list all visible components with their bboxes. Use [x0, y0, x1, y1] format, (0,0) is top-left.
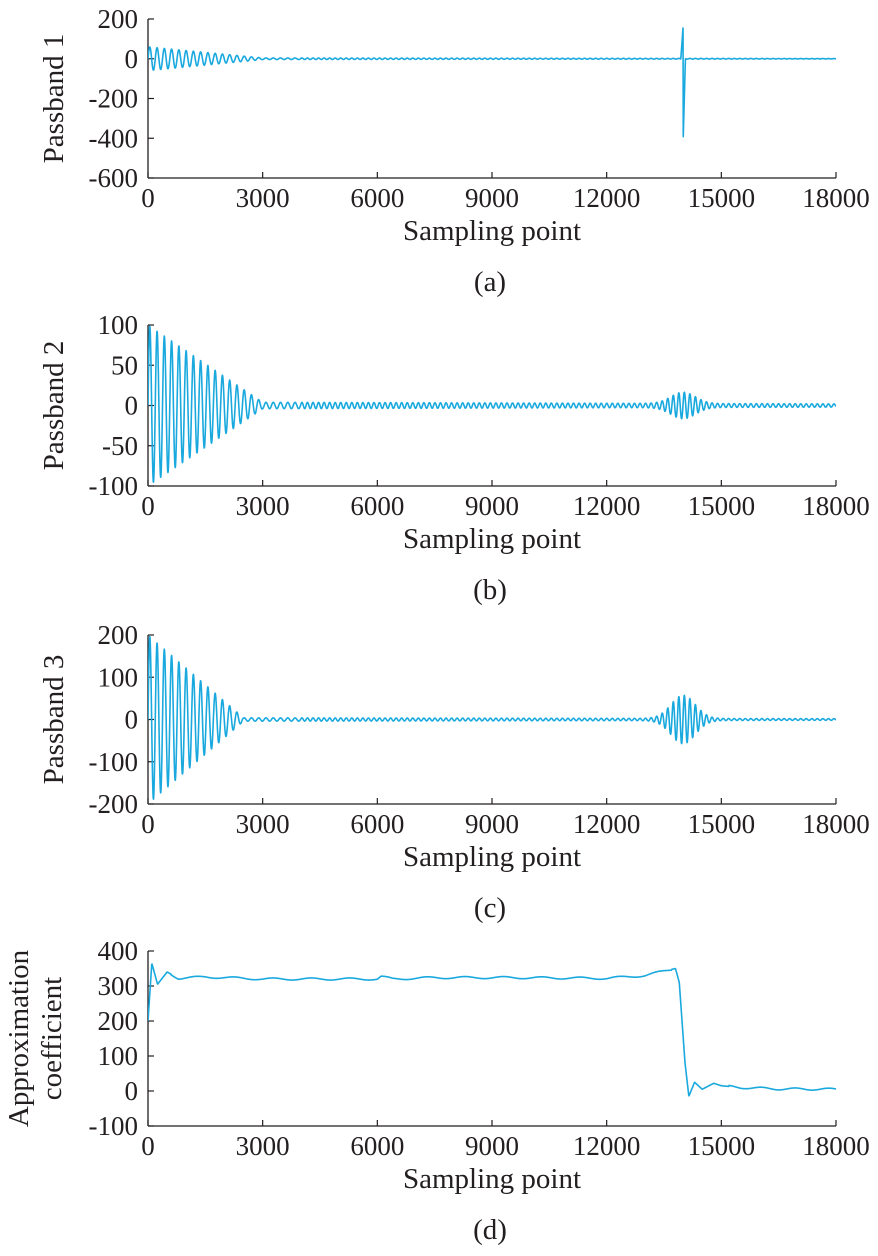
x-tick-label: 15000: [688, 183, 756, 213]
x-axis-label: Sampling point: [403, 523, 581, 555]
panel-a: 0 3000 6000 9000 12000 15000 18000 200 0 -200 -400…: [38, 4, 870, 298]
y-tick-label: 0: [125, 391, 139, 421]
y-tick-label: 0: [125, 44, 139, 74]
y-tick-label: -100: [89, 1111, 139, 1141]
y-tick-label: 100: [98, 662, 139, 692]
series-line: [148, 635, 836, 800]
y-tick-label: 0: [125, 705, 139, 735]
y-axis-label: Approximation: [3, 949, 35, 1127]
y-tick-label: -600: [89, 163, 139, 193]
x-tick-label: 9000: [465, 809, 519, 839]
x-tick-label: 15000: [688, 491, 756, 521]
x-tick-label: 9000: [465, 183, 519, 213]
x-tick-label: 0: [141, 183, 155, 213]
x-tick-label: 6000: [350, 809, 404, 839]
y-axis-label: Passband 2: [38, 341, 70, 471]
x-tick-label: 18000: [802, 1131, 870, 1161]
panel-c: 0 3000 6000 9000 12000 15000 18000 200 100 0 -100 -…: [38, 620, 870, 924]
y-axis-label: coefficient: [36, 977, 68, 1100]
panel-caption: (d): [473, 1214, 507, 1246]
x-tick-label: 12000: [573, 1131, 641, 1161]
y-tick-label: -200: [89, 789, 139, 819]
y-tick-label: -400: [89, 123, 139, 153]
y-tick-label: 300: [98, 971, 139, 1001]
x-tick-label: 18000: [802, 183, 870, 213]
x-tick-label: 3000: [236, 809, 290, 839]
series-line: [148, 325, 836, 483]
y-tick-label: 200: [98, 620, 139, 650]
x-tick-label: 18000: [802, 809, 870, 839]
y-tick-label: 0: [125, 1076, 139, 1106]
y-axis-label: Passband 1: [38, 34, 70, 164]
panel-caption: (b): [473, 574, 507, 606]
y-tick-label: 400: [98, 936, 139, 966]
y-tick-label: 50: [111, 350, 138, 380]
x-tick-label: 6000: [350, 1131, 404, 1161]
x-axis-label: Sampling point: [403, 841, 581, 873]
y-tick-label: -200: [89, 84, 139, 114]
x-axis-label: Sampling point: [403, 1163, 581, 1195]
y-tick-label: -50: [102, 431, 138, 461]
x-tick-label: 0: [141, 809, 155, 839]
x-tick-label: 3000: [236, 183, 290, 213]
x-tick-label: 15000: [688, 1131, 756, 1161]
x-tick-label: 18000: [802, 491, 870, 521]
x-tick-label: 3000: [236, 491, 290, 521]
y-axis-label: Passband 3: [38, 655, 70, 785]
x-tick-label: 0: [141, 1131, 155, 1161]
y-tick-label: 100: [98, 1041, 139, 1071]
y-tick-label: 200: [98, 4, 139, 34]
panel-caption: (a): [474, 266, 506, 298]
x-tick-label: 12000: [573, 183, 641, 213]
series-line: [148, 27, 836, 138]
panel-d: 0 3000 6000 9000 12000 15000 18000 400 300 200 100…: [3, 936, 870, 1246]
x-tick-label: 15000: [688, 809, 756, 839]
panel-b: 0 3000 6000 9000 12000 15000 18000100500-50-10…: [38, 310, 870, 606]
x-tick-label: 12000: [573, 491, 641, 521]
y-tick-label: 200: [98, 1006, 139, 1036]
x-tick-label: 6000: [350, 183, 404, 213]
y-tick-label: 100: [98, 310, 139, 340]
x-axis-label: Sampling point: [403, 215, 581, 247]
x-tick-label: 12000: [573, 809, 641, 839]
y-tick-label: -100: [89, 471, 139, 501]
x-tick-label: 9000: [465, 491, 519, 521]
x-tick-label: 6000: [350, 491, 404, 521]
x-tick-label: 3000: [236, 1131, 290, 1161]
x-tick-label: 0: [141, 491, 155, 521]
y-tick-label: -100: [89, 747, 139, 777]
series-line: [148, 963, 836, 1097]
x-tick-label: 9000: [465, 1131, 519, 1161]
panel-caption: (c): [474, 892, 506, 924]
